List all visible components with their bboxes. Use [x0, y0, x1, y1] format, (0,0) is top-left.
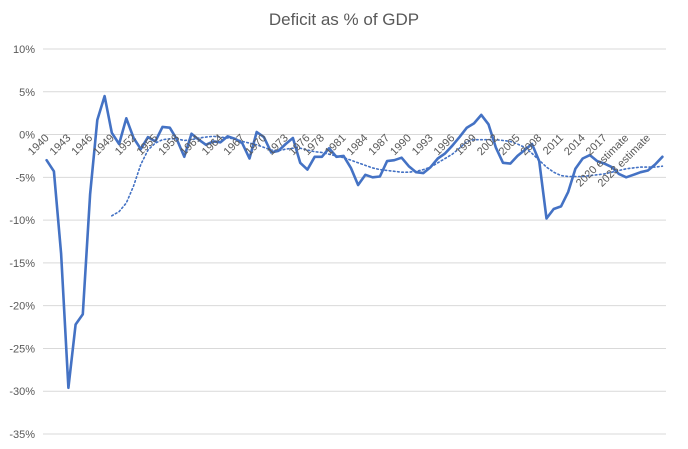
y-tick-label: 10%	[13, 44, 35, 56]
x-tick-label: 1943	[48, 132, 74, 158]
y-tick-label: 5%	[19, 87, 35, 99]
x-tick-label: 2011	[541, 132, 566, 157]
x-tick-label: 1981	[323, 132, 349, 158]
y-tick-label: -30%	[9, 386, 35, 398]
x-tick-label: 1984	[345, 132, 371, 158]
x-tick-label: 1999	[453, 132, 479, 158]
x-tick-label: 1970	[243, 132, 269, 158]
x-tick-label: 1973	[265, 132, 291, 158]
y-tick-label: 0%	[19, 130, 35, 142]
y-tick-label: -10%	[9, 215, 35, 227]
y-tick-label: -35%	[9, 429, 35, 441]
x-tick-label: 1990	[388, 132, 414, 158]
y-axis-tick-labels: 10% 5% 0% -5% -10% -15% -20% -25% -30% -35%	[9, 44, 35, 441]
trendline	[111, 135, 664, 217]
y-tick-label: -25%	[9, 343, 35, 355]
grid-lines	[43, 48, 666, 435]
x-tick-label: 1987	[366, 132, 392, 158]
x-tick-label: 1993	[410, 132, 436, 158]
y-tick-label: -5%	[15, 172, 35, 184]
x-tick-label: 1961	[178, 132, 204, 158]
chart-title: Deficit as % of GDP	[268, 10, 420, 29]
x-tick-label: 1952	[113, 132, 139, 158]
x-tick-label: 2008	[519, 132, 545, 158]
x-tick-label: 1964	[200, 132, 226, 158]
series-layer	[45, 94, 664, 390]
y-tick-label: -20%	[9, 301, 35, 313]
x-tick-label: 1946	[69, 132, 95, 158]
series-line-deficit	[45, 94, 664, 390]
y-tick-label: -15%	[9, 258, 35, 270]
x-tick-label: 2002	[475, 132, 501, 158]
x-tick-label: 2014	[562, 132, 588, 158]
